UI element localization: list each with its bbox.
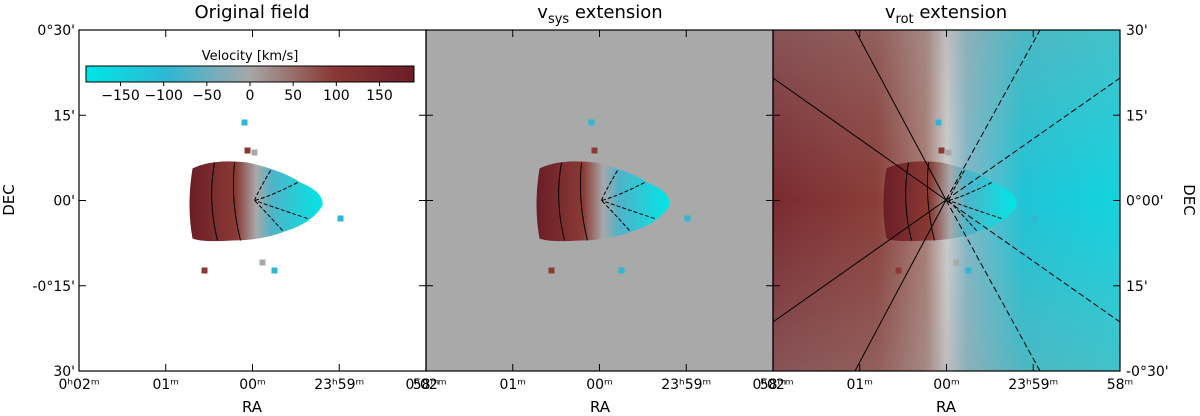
outlier-speck bbox=[598, 149, 605, 156]
iso-velocity-contour bbox=[905, 162, 912, 241]
iso-velocity-contour bbox=[948, 200, 977, 231]
y-tick-label-right: 30' bbox=[1126, 23, 1148, 39]
ylabel-right: DEC bbox=[1180, 184, 1198, 216]
iso-velocity-contour bbox=[948, 200, 1002, 219]
x-tick-label: 58ᵐ bbox=[760, 377, 787, 393]
x-tick-label: 01ᵐ bbox=[499, 377, 526, 393]
iso-velocity-contour bbox=[601, 182, 645, 201]
outlier-speck bbox=[337, 215, 344, 222]
x-tick-label: 58ᵐ bbox=[1107, 377, 1134, 393]
x-tick-label: 23ʰ59ᵐ bbox=[314, 377, 364, 393]
colorbar-tick-label: 0 bbox=[246, 88, 255, 104]
x-tick-label: 0ʰ02ᵐ bbox=[405, 377, 446, 393]
outlier-speck bbox=[618, 267, 625, 274]
outlier-speck bbox=[935, 119, 942, 126]
colorbar-gradient bbox=[85, 65, 415, 83]
vrot-contour-lines bbox=[773, 30, 1120, 371]
y-tick-label-right: 15' bbox=[1126, 279, 1148, 295]
colorbar-tick-label: −100 bbox=[144, 88, 182, 104]
xlabel-3: RA bbox=[936, 398, 957, 416]
outlier-speck bbox=[606, 259, 613, 266]
x-tick-label: 00ᵐ bbox=[239, 377, 266, 393]
outlier-speck bbox=[588, 119, 595, 126]
outlier-speck bbox=[953, 259, 960, 266]
x-tick-label: 0ʰ02ᵐ bbox=[752, 377, 793, 393]
y-tick-label-left: 00' bbox=[53, 194, 75, 210]
outlier-speck bbox=[259, 259, 266, 266]
colorbar-tick-label: −150 bbox=[101, 88, 139, 104]
outlier-speck bbox=[895, 267, 902, 274]
x-tick-label: 01ᵐ bbox=[846, 377, 873, 393]
panel-title-original: Original field bbox=[195, 2, 310, 23]
outlier-speck bbox=[271, 267, 278, 274]
x-tick-label: 0ʰ02ᵐ bbox=[58, 377, 99, 393]
galaxy-velocity-map-2 bbox=[536, 119, 691, 274]
x-tick-label: 00ᵐ bbox=[933, 377, 960, 393]
outlier-speck bbox=[684, 215, 691, 222]
colorbar-label: Velocity [km/s] bbox=[202, 49, 299, 64]
galaxy-velocity-map-1 bbox=[189, 119, 344, 274]
colorbar-tick-label: 150 bbox=[366, 88, 393, 104]
outlier-speck bbox=[244, 147, 251, 154]
outlier-speck bbox=[938, 147, 945, 154]
x-tick-label: 23ʰ59ᵐ bbox=[661, 377, 711, 393]
iso-velocity-contour bbox=[601, 200, 655, 219]
outlier-speck bbox=[591, 147, 598, 154]
iso-velocity-contour bbox=[948, 182, 992, 201]
iso-velocity-contour bbox=[579, 162, 588, 241]
outlier-speck bbox=[548, 267, 555, 274]
iso-velocity-contour bbox=[926, 162, 935, 241]
x-tick-label: 01ᵐ bbox=[152, 377, 179, 393]
iso-velocity-contour bbox=[948, 170, 965, 201]
xlabel-2: RA bbox=[590, 398, 611, 416]
iso-velocity-contour bbox=[254, 200, 308, 219]
panel-title-vsys: vsys extension bbox=[537, 2, 662, 27]
y-tick-label-right: 15' bbox=[1126, 108, 1148, 124]
iso-velocity-contour bbox=[232, 162, 241, 241]
iso-velocity-contour bbox=[601, 200, 630, 231]
iso-velocity-contour bbox=[211, 162, 218, 241]
iso-velocity-contour bbox=[558, 162, 565, 241]
iso-velocity-contour bbox=[254, 200, 283, 231]
ylabel-left: DEC bbox=[0, 184, 18, 216]
outlier-speck bbox=[965, 267, 972, 274]
x-tick-label: 23ʰ59ᵐ bbox=[1008, 377, 1058, 393]
y-tick-label-left: 30' bbox=[53, 364, 75, 380]
outlier-speck bbox=[241, 119, 248, 126]
outlier-speck bbox=[251, 149, 258, 156]
colorbar-tick-label: 50 bbox=[284, 88, 302, 104]
y-tick-label-right: 0°00' bbox=[1126, 194, 1164, 210]
x-tick-label: 58ᵐ bbox=[413, 377, 440, 393]
colorbar-tick-label: 100 bbox=[323, 88, 350, 104]
iso-velocity-contour bbox=[601, 170, 618, 201]
y-tick-label-left: 0°30' bbox=[37, 23, 75, 39]
colorbar-tick-label: −50 bbox=[192, 88, 222, 104]
iso-velocity-contour bbox=[254, 170, 271, 201]
y-tick-label-right: -0°30' bbox=[1126, 364, 1169, 380]
colorbar: Velocity [km/s] −150 −100 −50 0 50 100 150 bbox=[85, 49, 415, 104]
iso-velocity-contour bbox=[254, 182, 298, 201]
y-tick-label-left: 15' bbox=[53, 108, 75, 124]
panel-bg-vrot bbox=[773, 30, 1120, 371]
x-tick-label: 00ᵐ bbox=[586, 377, 613, 393]
outlier-speck bbox=[1031, 215, 1038, 222]
outlier-speck bbox=[201, 267, 208, 274]
outlier-speck bbox=[945, 149, 952, 156]
xlabel-1: RA bbox=[242, 398, 263, 416]
galaxy-velocity-map-3 bbox=[883, 119, 1038, 274]
panel-title-vrot: vrot extension bbox=[885, 2, 1007, 27]
y-tick-label-left: -0°15' bbox=[32, 279, 75, 295]
